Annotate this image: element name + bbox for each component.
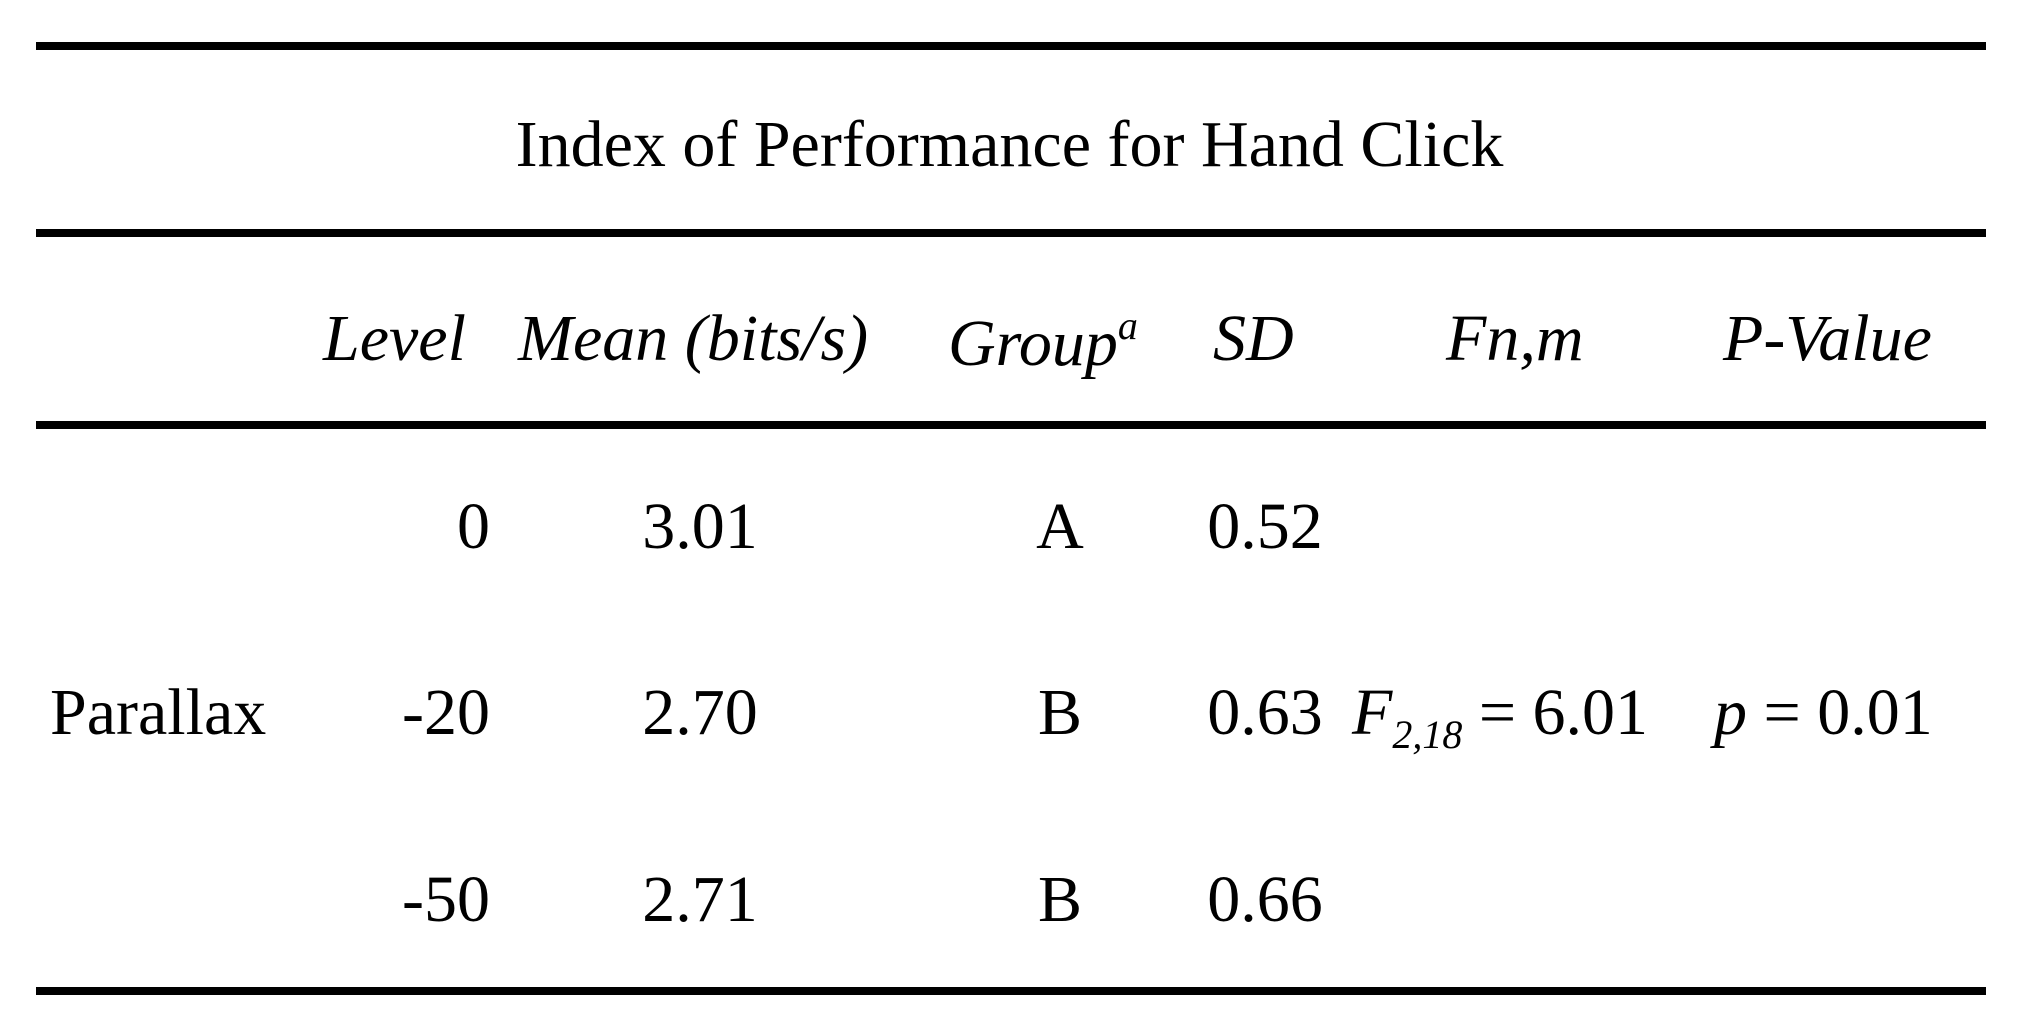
table-rule-bottom <box>36 987 1986 995</box>
f-value: = 6.01 <box>1462 676 1649 749</box>
row-level: 0 <box>457 490 490 563</box>
header-sd: SD <box>1213 302 1294 375</box>
header-p-value: P-Value <box>1723 302 1932 375</box>
p-statistic: p = 0.01 <box>1714 680 1933 746</box>
header-mean: Mean (bits/s) <box>518 302 869 375</box>
row-sd: 0.66 <box>1207 863 1323 936</box>
f-degrees: 2,18 <box>1392 712 1463 757</box>
row-group: A <box>1036 490 1084 563</box>
factor-label: Parallax <box>50 676 267 749</box>
row-mean: 2.71 <box>642 863 758 936</box>
row-mean: 3.01 <box>642 490 758 563</box>
table-rule-top <box>36 42 1986 50</box>
header-f: Fn,m <box>1446 302 1584 375</box>
header-level: Level <box>323 302 466 375</box>
row-sd: 0.52 <box>1207 490 1323 563</box>
header-group: Groupa <box>948 306 1138 377</box>
row-group: B <box>1037 863 1083 936</box>
table-rule-header <box>36 421 1986 429</box>
table-title: Index of Performance for Hand Click <box>515 108 1504 181</box>
row-group: B <box>1037 676 1083 749</box>
p-value: = 0.01 <box>1747 676 1933 749</box>
row-level: -20 <box>402 676 490 749</box>
f-statistic: F2,18 = 6.01 <box>1352 680 1648 755</box>
p-symbol: p <box>1714 676 1747 749</box>
header-group-label: Group <box>948 307 1118 380</box>
row-mean: 2.70 <box>642 676 758 749</box>
header-group-footnote: a <box>1117 303 1138 348</box>
row-level: -50 <box>402 863 490 936</box>
row-sd: 0.63 <box>1207 676 1323 749</box>
table-rule-title <box>36 229 1986 237</box>
f-symbol: F <box>1352 676 1393 749</box>
